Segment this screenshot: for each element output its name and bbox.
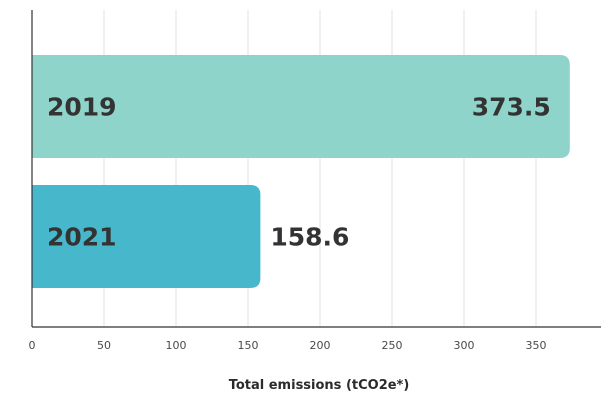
x-tick-label: 100: [166, 339, 187, 352]
x-axis-label: Total emissions (tCO2e*): [229, 378, 410, 393]
bar-category-label: 2019: [47, 93, 117, 122]
x-tick-label: 50: [97, 339, 111, 352]
x-tick-label: 0: [29, 339, 36, 352]
bar-value-label: 373.5: [472, 93, 551, 122]
x-tick-label: 150: [238, 339, 259, 352]
bar-category-label: 2021: [47, 223, 117, 252]
bar-value-label: 158.6: [270, 223, 349, 252]
x-tick-label: 200: [310, 339, 331, 352]
bar-2019: [32, 55, 570, 158]
bars: 2019 373.5 2021 158.6: [32, 55, 570, 288]
bar-2021: [32, 185, 261, 288]
x-tick-label: 350: [526, 339, 547, 352]
x-tick-label: 300: [454, 339, 475, 352]
x-tick-labels: 0501001502002503003504: [29, 339, 547, 352]
x-tick-label: 250: [382, 339, 403, 352]
